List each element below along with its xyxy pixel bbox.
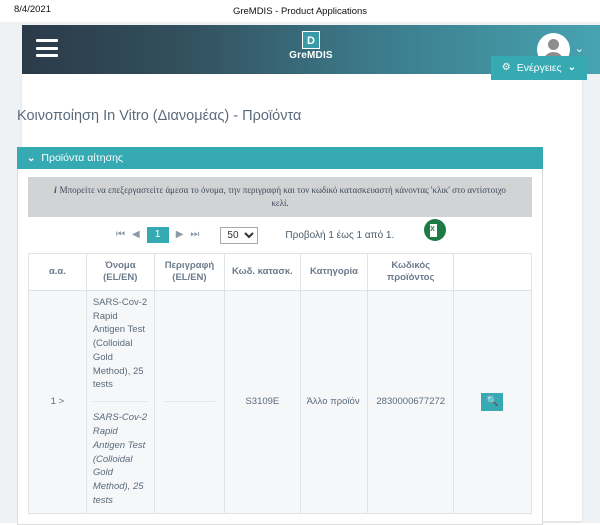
name-en: SARS-Cov-2 Rapid Antigen Test (Colloidal… <box>92 401 148 507</box>
prev-page-button[interactable]: ◀ <box>132 229 140 241</box>
cell-description[interactable] <box>153 289 226 514</box>
logo-badge: D <box>302 31 320 49</box>
print-date: 8/4/2021 <box>14 4 51 15</box>
next-page-button[interactable]: ▶ <box>175 229 184 241</box>
page-size-select[interactable]: 50 <box>220 226 259 244</box>
chevron-down-icon: ⌄ <box>27 152 36 164</box>
actions-toolbar: ⚙ Ενέργειες ⌄ <box>490 56 587 80</box>
column-header-product-code: Κωδικός προϊόντος <box>367 253 454 291</box>
gears-icon: ⚙ <box>501 62 511 73</box>
print-document-title: GreMDIS - Product Applications <box>232 5 368 17</box>
table-header-row: α.α. Όνομα (EL/EN) Περιγραφή (EL/EN) Κωδ… <box>28 253 533 291</box>
panel-body: i Μπορείτε να επεξεργαστείτε άμεσα το όνο… <box>17 169 543 525</box>
last-page-button[interactable]: ⏭ <box>190 229 200 241</box>
column-header-name: Όνομα (EL/EN) <box>85 253 155 291</box>
column-header-category: Κατηγορία <box>299 253 369 291</box>
search-icon: 🔍 <box>486 395 499 407</box>
page-number-1[interactable]: 1 <box>146 227 169 244</box>
actions-button-label: Ενέργειες <box>516 62 562 74</box>
cell-name[interactable]: SARS-Cov-2 Rapid Antigen Test (Colloidal… <box>85 289 155 514</box>
column-header-index: α.α. <box>28 253 87 291</box>
info-icon: i <box>54 185 57 195</box>
info-message: i Μπορείτε να επεξεργαστείτε άμεσα το όνο… <box>28 177 532 218</box>
print-header: 8/4/2021 GreMDIS - Product Applications <box>0 0 600 22</box>
name-el: SARS-Cov-2 Rapid Antigen Test (Colloidal… <box>92 296 148 391</box>
column-header-description: Περιγραφή (EL/EN) <box>153 253 226 291</box>
products-table: α.α. Όνομα (EL/EN) Περιγραφή (EL/EN) Κωδ… <box>28 253 533 514</box>
products-panel: ⌄ Προϊόντα αίτησης i Μπορείτε να επεξεργα… <box>17 147 543 525</box>
excel-export-icon[interactable] <box>424 219 446 242</box>
table-row: 1 > SARS-Cov-2 Rapid Antigen Test (Collo… <box>28 289 533 514</box>
chevron-down-icon: ⌄ <box>574 43 584 55</box>
panel-title: Προϊόντα αίτησης <box>41 152 123 164</box>
page-title: Κοινοποίηση In Vitro (Διανομέας) - Προϊό… <box>17 108 302 124</box>
column-header-manufacturer-code: Κωδ. κατασκ. <box>224 253 301 291</box>
first-page-button[interactable]: ⏮ <box>116 229 125 241</box>
hamburger-menu-icon[interactable] <box>36 39 58 57</box>
description-divider <box>164 401 215 403</box>
cell-product-code: 2830000677272 <box>367 289 454 514</box>
cell-row-index[interactable]: 1 > <box>28 289 87 514</box>
panel-header[interactable]: ⌄ Προϊόντα αίτησης <box>17 147 543 169</box>
grid-toolbar: ⏮ ◀ 1 ▶ ⏭ 50 Προβολή 1 έως 1 από 1. <box>28 217 532 254</box>
cell-category: Άλλο προϊόν <box>299 289 369 514</box>
column-header-actions <box>452 253 533 291</box>
cell-actions: 🔍 <box>452 289 533 514</box>
record-count-label: Προβολή 1 έως 1 από 1. <box>285 229 395 241</box>
cell-manufacturer-code[interactable]: S3109E <box>224 289 301 514</box>
pagination: ⏮ ◀ 1 ▶ ⏭ 50 Προβολή 1 έως 1 από 1. <box>116 226 395 244</box>
chevron-down-icon: ⌄ <box>567 62 576 73</box>
actions-button[interactable]: ⚙ Ενέργειες ⌄ <box>490 56 587 80</box>
page-canvas: D GreMDIS ⌄ ⚙ Ενέργειες ⌄ Κοινοποίηση In… <box>0 22 600 525</box>
view-details-button[interactable]: 🔍 <box>481 392 504 411</box>
info-message-text: Μπορείτε να επεξεργαστείτε άμεσα το όνομ… <box>59 185 506 209</box>
